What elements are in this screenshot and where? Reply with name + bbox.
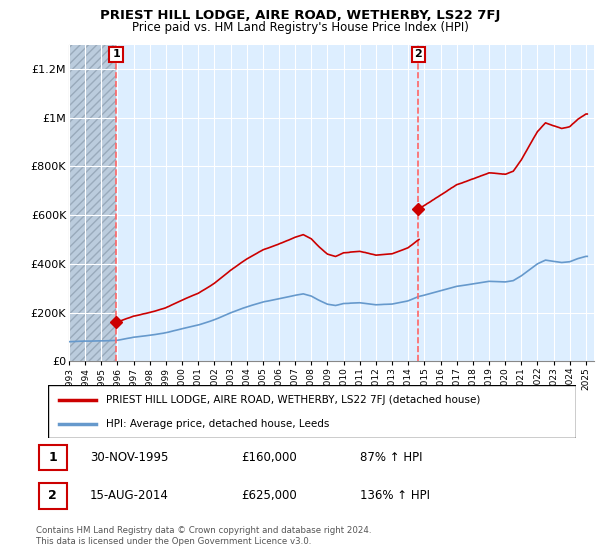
Text: 87% ↑ HPI: 87% ↑ HPI xyxy=(360,451,422,464)
Text: 1: 1 xyxy=(112,49,120,59)
Bar xyxy=(69,45,116,361)
Text: £160,000: £160,000 xyxy=(241,451,297,464)
Text: HPI: Average price, detached house, Leeds: HPI: Average price, detached house, Leed… xyxy=(106,419,329,429)
Text: Price paid vs. HM Land Registry's House Price Index (HPI): Price paid vs. HM Land Registry's House … xyxy=(131,21,469,34)
Text: Contains HM Land Registry data © Crown copyright and database right 2024.
This d: Contains HM Land Registry data © Crown c… xyxy=(36,526,371,546)
FancyBboxPatch shape xyxy=(39,445,67,470)
FancyBboxPatch shape xyxy=(39,483,67,508)
FancyBboxPatch shape xyxy=(48,385,576,438)
Text: £625,000: £625,000 xyxy=(241,489,297,502)
Text: PRIEST HILL LODGE, AIRE ROAD, WETHERBY, LS22 7FJ: PRIEST HILL LODGE, AIRE ROAD, WETHERBY, … xyxy=(100,9,500,22)
Text: 15-AUG-2014: 15-AUG-2014 xyxy=(90,489,169,502)
Text: 30-NOV-1995: 30-NOV-1995 xyxy=(90,451,169,464)
Text: 136% ↑ HPI: 136% ↑ HPI xyxy=(360,489,430,502)
Text: 1: 1 xyxy=(49,451,57,464)
Text: 2: 2 xyxy=(415,49,422,59)
Text: 2: 2 xyxy=(49,489,57,502)
Text: PRIEST HILL LODGE, AIRE ROAD, WETHERBY, LS22 7FJ (detached house): PRIEST HILL LODGE, AIRE ROAD, WETHERBY, … xyxy=(106,395,481,405)
